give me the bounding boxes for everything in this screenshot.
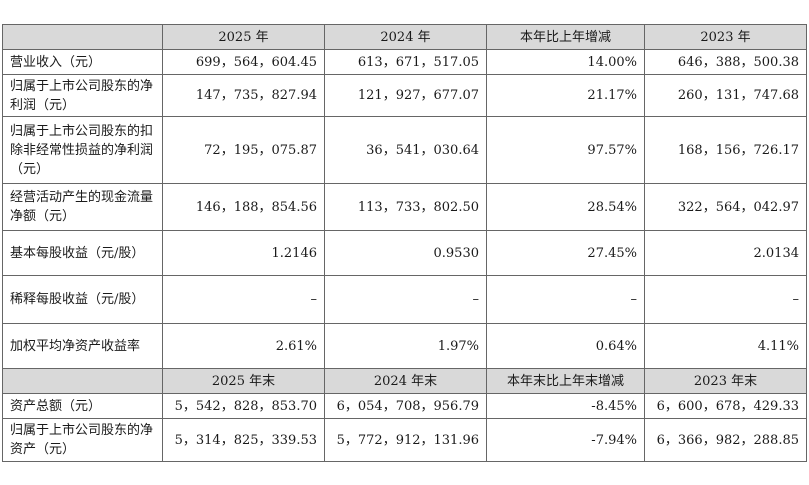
header-cell-blank: [2, 368, 163, 394]
table-header-row: 2025 年 2024 年 本年比上年增减 2023 年: [2, 24, 807, 50]
header-cell-2024: 2024 年: [324, 24, 487, 50]
value-2024: 1.97%: [324, 323, 487, 369]
value-2023: 168，156，726.17: [644, 116, 807, 184]
table-row-net-profit: 归属于上市公司股东的净利润（元） 147，735，827.94 121，927，…: [2, 74, 807, 117]
header-cell-blank: [2, 24, 163, 50]
value-2025-end: 5，542，828，853.70: [162, 393, 325, 419]
header-cell-yoy-change: 本年比上年增减: [486, 24, 645, 50]
value-2024: 121，927，677.07: [324, 74, 487, 117]
value-2023-end: 6，366，982，288.85: [644, 418, 807, 462]
header-cell-2025: 2025 年: [162, 24, 325, 50]
financial-indicators-table: 2025 年 2024 年 本年比上年增减 2023 年 营业收入（元） 699…: [2, 24, 807, 462]
value-yoy-change: 0.64%: [486, 323, 645, 369]
header-cell-2023: 2023 年: [644, 24, 807, 50]
table-row-diluted-eps: 稀释每股收益（元/股） – – – –: [2, 275, 807, 324]
row-label: 稀释每股收益（元/股）: [2, 275, 163, 324]
value-2025: 72，195，075.87: [162, 116, 325, 184]
row-label: 基本每股收益（元/股）: [2, 230, 163, 276]
value-2025-end: 5，314，825，339.53: [162, 418, 325, 462]
value-2025: 699，564，604.45: [162, 49, 325, 75]
header-cell-yoy-end-change: 本年末比上年末增减: [486, 368, 645, 394]
value-yoy-end-change: -8.45%: [486, 393, 645, 419]
header-cell-2024-end: 2024 年末: [324, 368, 487, 394]
table-row-net-profit-excl-nonrecurring: 归属于上市公司股东的扣除非经常性损益的净利润（元） 72，195，075.87 …: [2, 116, 807, 184]
table-row-weighted-roe: 加权平均净资产收益率 2.61% 1.97% 0.64% 4.11%: [2, 323, 807, 369]
value-2024: 113，733，802.50: [324, 183, 487, 231]
value-2023: 4.11%: [644, 323, 807, 369]
table-header-row-period-end: 2025 年末 2024 年末 本年末比上年末增减 2023 年末: [2, 368, 807, 394]
value-2023: 2.0134: [644, 230, 807, 276]
value-2024-end: 5，772，912，131.96: [324, 418, 487, 462]
header-cell-2025-end: 2025 年末: [162, 368, 325, 394]
table-row-operating-cash-flow: 经营活动产生的现金流量净额（元） 146，188，854.56 113，733，…: [2, 183, 807, 231]
header-cell-2023-end: 2023 年末: [644, 368, 807, 394]
value-yoy-change: 21.17%: [486, 74, 645, 117]
value-yoy-change: 14.00%: [486, 49, 645, 75]
value-2025: 2.61%: [162, 323, 325, 369]
value-2023: 646，388，500.38: [644, 49, 807, 75]
value-2025: 147，735，827.94: [162, 74, 325, 117]
value-yoy-end-change: -7.94%: [486, 418, 645, 462]
value-2024: 613，671，517.05: [324, 49, 487, 75]
value-2024-end: 6，054，708，956.79: [324, 393, 487, 419]
row-label: 营业收入（元）: [2, 49, 163, 75]
table-row-basic-eps: 基本每股收益（元/股） 1.2146 0.9530 27.45% 2.0134: [2, 230, 807, 276]
value-yoy-change: 27.45%: [486, 230, 645, 276]
row-label: 归属于上市公司股东的净利润（元）: [2, 74, 163, 117]
row-label: 加权平均净资产收益率: [2, 323, 163, 369]
row-label: 经营活动产生的现金流量净额（元）: [2, 183, 163, 231]
value-2025: –: [162, 275, 325, 324]
row-label: 归属于上市公司股东的净资产（元）: [2, 418, 163, 462]
value-yoy-change: 28.54%: [486, 183, 645, 231]
value-2024: 36，541，030.64: [324, 116, 487, 184]
table-row-total-assets: 资产总额（元） 5，542，828，853.70 6，054，708，956.7…: [2, 393, 807, 419]
value-2023: 322，564，042.97: [644, 183, 807, 231]
value-2023: –: [644, 275, 807, 324]
value-2024: 0.9530: [324, 230, 487, 276]
value-2023: 260，131，747.68: [644, 74, 807, 117]
table-row-operating-revenue: 营业收入（元） 699，564，604.45 613，671，517.05 14…: [2, 49, 807, 75]
value-yoy-change: –: [486, 275, 645, 324]
row-label: 资产总额（元）: [2, 393, 163, 419]
row-label: 归属于上市公司股东的扣除非经常性损益的净利润（元）: [2, 116, 163, 184]
value-yoy-change: 97.57%: [486, 116, 645, 184]
table-row-net-assets: 归属于上市公司股东的净资产（元） 5，314，825，339.53 5，772，…: [2, 418, 807, 462]
value-2025: 146，188，854.56: [162, 183, 325, 231]
value-2023-end: 6，600，678，429.33: [644, 393, 807, 419]
value-2025: 1.2146: [162, 230, 325, 276]
value-2024: –: [324, 275, 487, 324]
